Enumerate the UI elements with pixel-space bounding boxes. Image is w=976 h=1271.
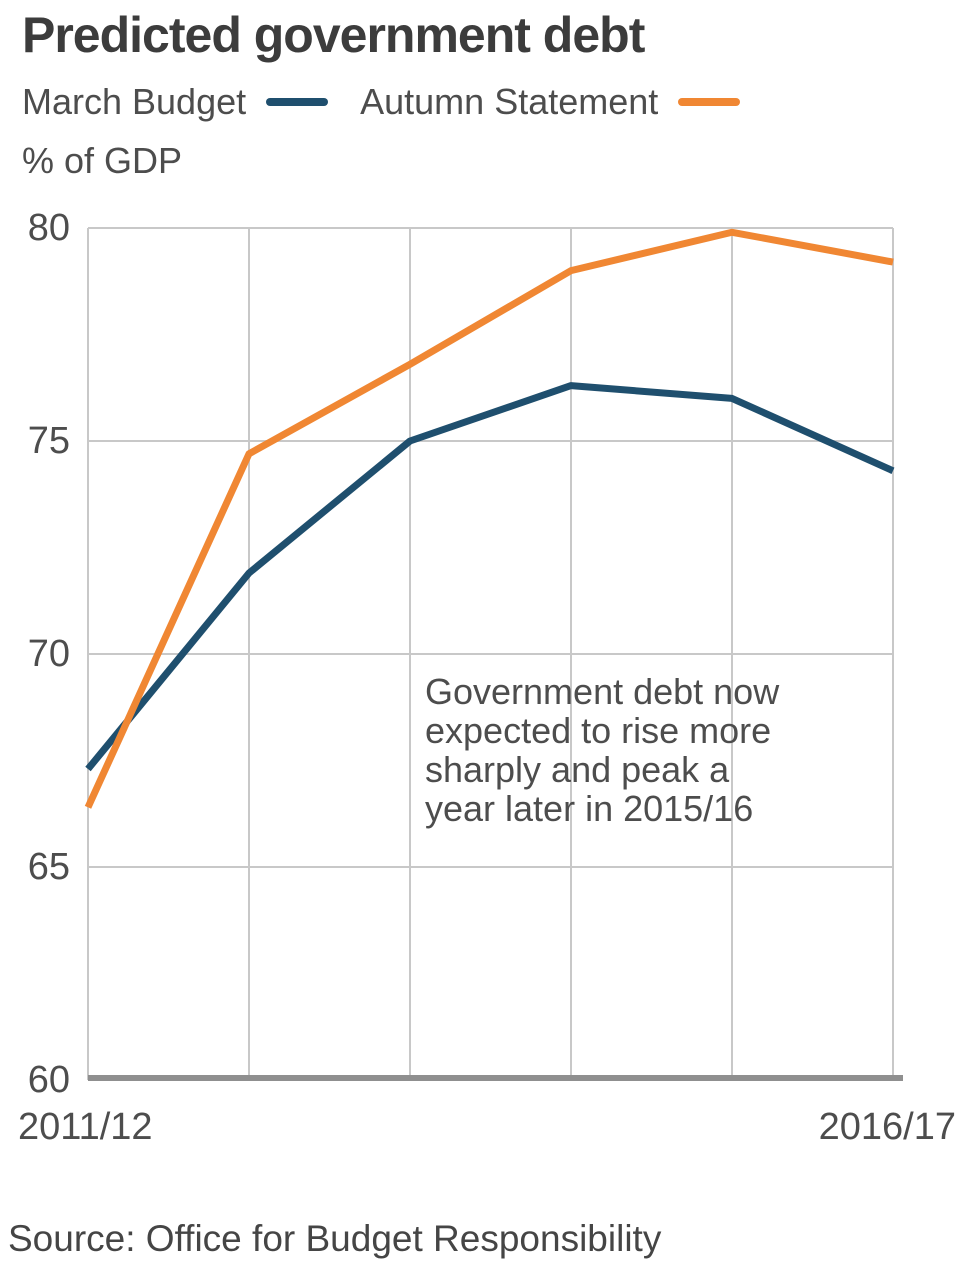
legend-label-march-budget: March Budget xyxy=(22,81,247,122)
x-axis-label-first: 2011/12 xyxy=(18,1106,153,1148)
series-line-march-budget xyxy=(85,382,895,772)
annotation-text: Government debt now expected to rise mor… xyxy=(425,671,780,829)
y-tick-label: 75 xyxy=(27,420,70,462)
line-chart-canvas xyxy=(84,227,903,1081)
x-axis-label-last: 2016/17 xyxy=(818,1106,956,1148)
y-tick-label: 80 xyxy=(27,207,70,249)
y-tick-label: 70 xyxy=(27,633,70,675)
plot-area: Government debt now expected to rise mor… xyxy=(84,227,903,1081)
legend: March Budget Autumn Statement xyxy=(22,80,741,124)
legend-label-autumn-statement: Autumn Statement xyxy=(360,81,659,122)
y-axis-unit-label: % of GDP xyxy=(22,140,183,181)
legend-line-swatch-autumn-statement xyxy=(678,98,741,106)
chart-title: Predicted government debt xyxy=(22,7,645,63)
y-tick-label: 60 xyxy=(27,1059,70,1101)
y-tick-label: 65 xyxy=(27,846,70,888)
source-caption: Source: Office for Budget Responsibility xyxy=(8,1218,662,1259)
legend-line-swatch-march-budget xyxy=(266,98,329,106)
series-line-autumn-statement xyxy=(84,228,894,809)
x-axis-line xyxy=(88,1075,903,1081)
